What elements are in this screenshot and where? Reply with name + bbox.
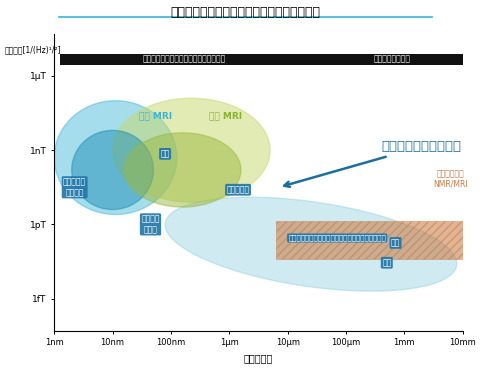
- Text: 細胞: 細胞: [161, 149, 170, 158]
- Text: スピン流
新物性: スピン流 新物性: [141, 215, 160, 234]
- Text: タンパク質
生体分子: タンパク質 生体分子: [63, 178, 86, 197]
- Polygon shape: [54, 101, 177, 214]
- Polygon shape: [124, 133, 241, 207]
- Text: 脳磁: 脳磁: [382, 258, 391, 267]
- Polygon shape: [112, 98, 270, 202]
- Text: 低磁場・小型
NMR/MRI: 低磁場・小型 NMR/MRI: [434, 169, 468, 188]
- Text: ドラッグデリバリ、免疫検査、再生医療: ドラッグデリバリ、免疫検査、再生医療: [142, 55, 226, 64]
- Text: 磁気感度[1/(Hz)¹/²]: 磁気感度[1/(Hz)¹/²]: [5, 45, 61, 54]
- X-axis label: 空間分解能: 空間分解能: [244, 353, 273, 363]
- Text: ダイヤモンドセンサー: ダイヤモンドセンサー: [284, 140, 461, 187]
- Text: 心磁: 心磁: [391, 239, 400, 248]
- Bar: [60, 54, 308, 65]
- Bar: [276, 221, 477, 259]
- Text: 非侵襲計測、検査: 非侵襲計測、検査: [374, 55, 411, 64]
- Text: 医用、ヘルスケア、車載、食品、構造物、資源探査: 医用、ヘルスケア、車載、食品、構造物、資源探査: [288, 235, 386, 241]
- Text: ニューロン: ニューロン: [226, 185, 249, 194]
- Bar: [308, 54, 477, 65]
- Text: ナノ MRI: ナノ MRI: [139, 111, 172, 120]
- Polygon shape: [165, 197, 457, 291]
- Polygon shape: [72, 130, 153, 209]
- Text: 題微 MRI: 題微 MRI: [209, 111, 242, 120]
- Text: ダイヤモンドセンサーの性能と応用の可能性: ダイヤモンドセンサーの性能と応用の可能性: [170, 6, 321, 19]
